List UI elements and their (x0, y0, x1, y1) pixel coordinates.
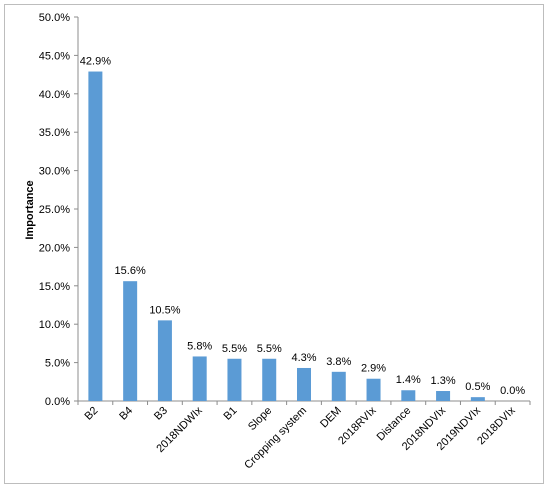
y-tick-label: 35.0% (39, 127, 70, 139)
y-tick-labels: 0.0% 5.0% 10.0% 15.0% 20.0% 25.0% 30.0% 35.0% 40… (39, 12, 70, 408)
y-tick-label: 0.0% (45, 396, 70, 408)
data-label: 2.9% (361, 363, 386, 375)
x-tick-label: B4 (117, 405, 135, 423)
data-label: 10.5% (149, 304, 180, 316)
bar (470, 397, 485, 401)
bars (88, 71, 485, 401)
bar (436, 391, 451, 401)
y-tick-label: 50.0% (39, 12, 70, 24)
data-label: 5.8% (187, 340, 212, 352)
data-label: 0.5% (465, 381, 490, 393)
data-label: 5.5% (257, 343, 282, 355)
y-tick-label: 30.0% (39, 166, 70, 178)
y-tick-label: 10.0% (39, 319, 70, 331)
bar (227, 358, 242, 401)
y-tick-label: 25.0% (39, 204, 70, 216)
bar (366, 378, 381, 401)
data-label: 3.8% (326, 356, 351, 368)
bar (123, 281, 138, 401)
x-tick-label: B2 (82, 405, 100, 423)
y-tick-label: 45.0% (39, 50, 70, 62)
data-label: 42.9% (80, 56, 111, 68)
bar (192, 356, 207, 401)
y-tick-label: 15.0% (39, 281, 70, 293)
bar (157, 320, 172, 401)
y-tick-label: 40.0% (39, 89, 70, 101)
y-tick-label: 5.0% (45, 358, 70, 370)
x-tick-label: B1 (222, 405, 240, 423)
data-label: 15.6% (115, 265, 146, 277)
x-tick-label: DEM (318, 405, 344, 431)
data-labels: 42.9% 15.6% 10.5% 5.8% 5.5% 5.5% 4.3% 3.8% 2.9% 1… (80, 56, 526, 397)
x-tick-label: B3 (152, 405, 170, 423)
bar (331, 371, 346, 401)
x-tick-label: 2018RVIx (336, 404, 379, 447)
x-tick-label: Slope (246, 405, 274, 433)
data-label: 1.4% (396, 374, 421, 386)
bar (297, 367, 311, 401)
bar (262, 358, 277, 401)
data-label: 0.0% (500, 385, 525, 397)
data-label: 1.3% (431, 375, 456, 387)
axes (74, 16, 531, 405)
x-tick-label: Cropping system (242, 405, 309, 472)
data-label: 4.3% (291, 352, 316, 364)
x-tick-label: 2018DVIx (475, 404, 518, 447)
y-axis-label: Importance (24, 180, 36, 239)
y-tick-label: 20.0% (39, 242, 70, 254)
bar (401, 390, 416, 401)
data-label: 5.5% (222, 343, 247, 355)
bar (88, 71, 103, 401)
